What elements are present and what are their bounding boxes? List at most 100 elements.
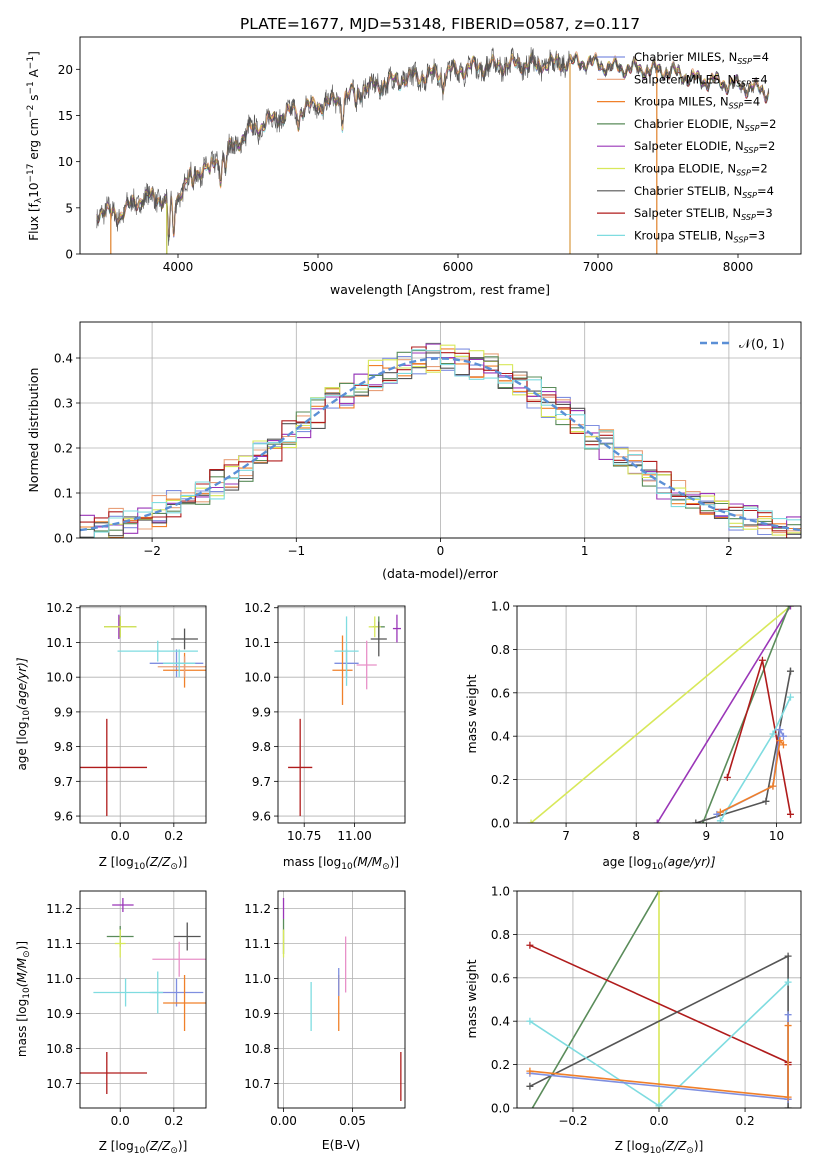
errorbar-point [112,898,134,912]
y-tick-label: 10.7 [46,1077,73,1091]
x-tick-label: 8000 [723,260,754,274]
y-tick-label: 20 [58,63,73,77]
errorbar-point [117,640,198,662]
y-tick-label: 1.0 [491,600,510,614]
y-tick-label: 0.4 [491,1015,510,1029]
y-tick-label: 15 [58,109,73,123]
y-tick-label: 11.0 [46,972,73,986]
y-tick-label: 0.2 [491,1058,510,1072]
age-vs-mass-panel: 10.75 11.00 9.6 9.7 9.8 9.9 10.0 10.1 10.2 mass [… [244,601,406,872]
series-marker [758,656,766,664]
y-tick-label: 11.1 [244,937,271,951]
errorbar-point [171,628,198,650]
y-axis-label: mass weight [464,674,479,753]
series-marker [784,978,792,986]
x-axis-label: E(B-V) [322,1137,361,1152]
y-tick-label: 0.6 [491,686,510,700]
series-marker [784,1011,792,1019]
series-marker [785,606,793,610]
legend-label: Kroupa ELODIE, NSSP=2 [634,162,768,178]
y-axis-label: mass weight [464,959,479,1038]
legend-label: Chabrier ELODIE, NSSP=2 [634,117,776,133]
y-tick-label: 5 [65,201,73,215]
x-tick-label: 1 [581,544,589,558]
x-tick-label: 2 [725,544,733,558]
errorbar-point [392,614,401,643]
y-tick-label: 9.7 [54,775,73,789]
series-marker [786,810,794,818]
errorbar-point [163,975,206,1031]
series-marker [786,693,794,701]
y-tick-label: 0.8 [491,643,510,657]
y-tick-label: 0.8 [491,928,510,942]
series-marker [762,797,770,805]
y-tick-label: 0.0 [491,817,510,831]
series-marker [784,1093,792,1101]
series-marker [526,1082,534,1090]
y-tick-label: 0.0 [54,532,73,546]
x-axis-label: Z [log10(Z/Z⊙)] [99,1139,188,1156]
y-tick-label: 0.4 [491,730,510,744]
series-marker [769,730,777,738]
errorbar-point [80,718,148,817]
errorbar-point [80,1052,148,1094]
series-line [720,738,785,813]
y-tick-label: 0.3 [54,397,73,411]
errorbar-point [163,649,196,678]
y-axis-label: Normed distribution [26,368,41,493]
x-axis-label: wavelength [Angstrom, rest frame] [330,282,550,297]
axes-frame [79,890,207,1109]
series-marker [713,810,721,818]
x-tick-label: 0.2 [164,829,183,843]
plot-area [526,891,792,1108]
legend-label: Chabrier MILES, NSSP=4 [634,50,769,66]
y-tick-label: 0.4 [54,352,73,366]
figure-title: PLATE=1677, MJD=53148, FIBERID=0587, z=0… [240,15,640,33]
y-tick-label: 10.2 [244,601,271,615]
errorbar-point [152,971,164,1014]
legend-label: Salpeter STELIB, NSSP=3 [634,206,773,222]
y-tick-label: 10.0 [244,671,271,685]
x-axis-label: age [log10(age/yr)] [602,855,715,872]
y-tick-label: 10.8 [244,1042,271,1056]
x-tick-label: 10.75 [287,829,321,843]
x-axis-label: Z [log10(Z/Z⊙)] [615,1139,704,1156]
series-marker [723,773,731,781]
y-tick-label: 0.1 [54,487,73,501]
x-tick-label: 0 [437,544,445,558]
gaussian-curve [80,357,801,532]
series-marker [784,952,792,960]
observed-spectrum [96,47,770,246]
x-tick-label: 9 [703,829,711,843]
errorbar-point [114,929,126,958]
y-tick-label: 9.6 [54,810,73,824]
x-tick-label: 0.05 [339,1114,366,1128]
y-tick-label: 11.2 [46,902,73,916]
legend-label: 𝒩(0, 1) [739,336,785,351]
y-axis-label: Flux [fλ10−17 erg cm−2 s−1 A−1] [26,51,44,241]
x-tick-label: 10 [769,829,784,843]
series-marker [653,819,661,823]
histogram-step [80,349,801,538]
errorbar-point [152,941,206,977]
x-tick-label: 0.0 [649,1114,668,1128]
legend-label: Salpeter MILES, NSSP=4 [634,72,768,88]
plot-area [80,342,801,538]
x-tick-label: 7 [562,829,570,843]
x-axis-label: mass [log10(M/M⊙)] [283,855,399,872]
series-marker [776,737,784,745]
mass-weight-vs-age-panel: 7 8 9 10 0.0 0.2 0.4 0.6 0.8 1.0 age [log10(age/yr… [464,600,802,872]
x-tick-label: 0.00 [270,1114,297,1128]
axes-frame [516,605,802,824]
errorbar-point [104,616,137,638]
y-tick-label: 9.9 [54,705,73,719]
y-tick-label: 0.2 [54,442,73,456]
y-axis-label: mass [log10(M/M⊙)] [15,941,32,1057]
series-marker [526,1017,534,1025]
series-marker [527,819,535,823]
x-tick-label: 5000 [303,260,334,274]
series-marker [784,1022,792,1030]
errorbar-point [93,978,158,1007]
series-marker [786,606,794,610]
